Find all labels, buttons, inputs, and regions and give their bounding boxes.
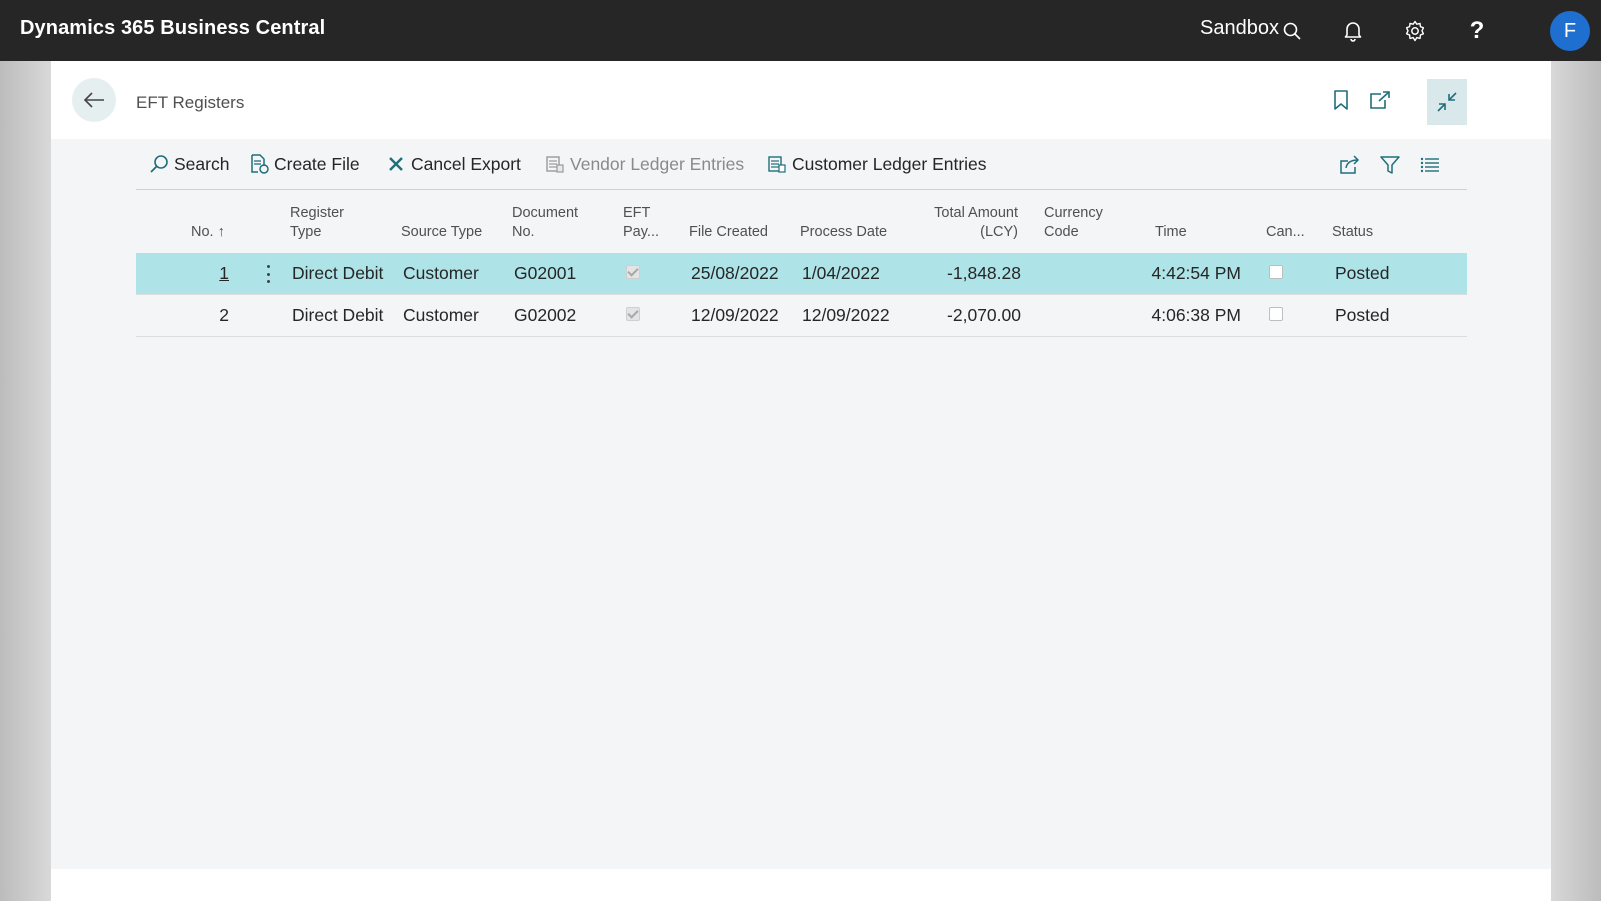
column-header-status[interactable]: Status	[1332, 224, 1374, 240]
cancelled-checkbox	[1269, 307, 1283, 321]
search-icon[interactable]	[1277, 16, 1307, 46]
cell-time: 4:42:54 PM	[1151, 263, 1242, 283]
header-line: Currency	[1044, 205, 1103, 221]
header-line: Code	[1044, 224, 1079, 240]
top-bar: Dynamics 365 Business Central Sandbox ? …	[0, 0, 1601, 61]
sort-ascending-icon: ↑	[217, 224, 225, 240]
environment-name: Sandbox	[1200, 17, 1279, 39]
search-icon	[148, 153, 170, 175]
eft-payment-checkbox	[626, 307, 640, 321]
customer-ledger-entries-label: Customer Ledger Entries	[792, 153, 987, 174]
list-view-icon[interactable]	[1416, 151, 1444, 179]
cell-status: Posted	[1335, 263, 1390, 283]
customer-ledger-entries-button[interactable]: Customer Ledger Entries	[766, 151, 987, 177]
cell-process-date: 12/09/2022	[802, 305, 890, 325]
cell-file-created: 25/08/2022	[691, 263, 779, 283]
cell-total-amount: -2,070.00	[947, 305, 1021, 325]
header-line: Total Amount	[934, 205, 1018, 221]
cell-document-no: G02002	[514, 305, 577, 325]
header-line: EFT	[623, 205, 651, 221]
column-header-no[interactable]: No. ↑	[191, 223, 225, 242]
column-header-total-amount[interactable]: Total Amount (LCY)	[906, 204, 1018, 242]
collapse-arrows-icon	[1437, 92, 1457, 112]
page-header: EFT Registers	[51, 61, 1551, 139]
create-file-label: Create File	[274, 153, 360, 174]
back-arrow-icon	[83, 92, 104, 108]
cancelled-checkbox	[1269, 265, 1283, 279]
open-new-window-icon[interactable]	[1366, 86, 1394, 114]
page-card: EFT Registers Search Create File	[51, 61, 1551, 869]
row-actions-ellipsis-icon[interactable]	[262, 263, 274, 285]
cell-status: Posted	[1335, 305, 1390, 325]
eft-payment-checkbox	[626, 265, 640, 279]
column-header-register-type[interactable]: Register Type	[290, 204, 344, 242]
cell-register-type: Direct Debit	[292, 305, 384, 325]
column-header-cancelled[interactable]: Can...	[1266, 224, 1305, 240]
header-line: Register	[290, 205, 344, 221]
cell-process-date: 1/04/2022	[802, 263, 880, 283]
table-row[interactable]: 2 Direct Debit Customer G02002 12/09/202…	[136, 295, 1467, 337]
search-label: Search	[174, 153, 230, 174]
user-avatar[interactable]: F	[1550, 11, 1590, 51]
cancel-export-label: Cancel Export	[411, 153, 521, 174]
header-line: No.	[512, 224, 535, 240]
header-line: Type	[290, 224, 322, 240]
column-header-process-date[interactable]: Process Date	[800, 224, 888, 240]
header-line: (LCY)	[980, 224, 1018, 240]
column-header-no-label: No.	[191, 224, 214, 240]
bookmark-icon[interactable]	[1327, 86, 1355, 114]
close-x-icon	[385, 153, 407, 175]
cell-file-created: 12/09/2022	[691, 305, 779, 325]
ledger-entries-icon	[766, 153, 788, 175]
cell-document-no: G02001	[514, 263, 577, 283]
column-header-currency-code[interactable]: Currency Code	[1044, 204, 1103, 242]
table-row[interactable]: 1 Direct Debit Customer G02001 25/08/202…	[136, 253, 1467, 295]
cell-time: 4:06:38 PM	[1151, 305, 1242, 325]
column-header-eft-payment[interactable]: EFT Pay...	[623, 204, 659, 242]
notification-bell-icon[interactable]	[1338, 16, 1368, 46]
collapse-button[interactable]	[1427, 79, 1467, 125]
cancel-export-button[interactable]: Cancel Export	[385, 151, 521, 177]
vendor-ledger-entries-label: Vendor Ledger Entries	[570, 153, 745, 174]
create-file-icon	[248, 153, 270, 175]
back-button[interactable]	[72, 78, 116, 122]
page-title: EFT Registers	[136, 93, 245, 112]
ledger-entries-icon	[544, 153, 566, 175]
header-line: Pay...	[623, 224, 659, 240]
app-title[interactable]: Dynamics 365 Business Central	[20, 17, 326, 39]
cell-no[interactable]: 2	[219, 305, 229, 325]
cell-source-type: Customer	[403, 263, 479, 283]
column-header-time[interactable]: Time	[1155, 224, 1187, 240]
create-file-button[interactable]: Create File	[248, 151, 360, 177]
filter-icon[interactable]	[1376, 151, 1404, 179]
column-header-document-no[interactable]: Document No.	[512, 204, 578, 242]
cell-no[interactable]: 1	[219, 263, 229, 283]
action-bar: Search Create File Cancel Export Vendor …	[136, 139, 1467, 190]
column-header-file-created[interactable]: File Created	[689, 224, 768, 240]
header-line: Document	[512, 205, 579, 221]
settings-gear-icon[interactable]	[1400, 16, 1430, 46]
cell-total-amount: -1,848.28	[947, 263, 1021, 283]
share-icon[interactable]	[1336, 151, 1364, 179]
cell-register-type: Direct Debit	[292, 263, 384, 283]
cell-source-type: Customer	[403, 305, 479, 325]
vendor-ledger-entries-button[interactable]: Vendor Ledger Entries	[544, 151, 744, 177]
help-question-icon[interactable]: ?	[1469, 17, 1485, 44]
page-footer-strip	[51, 869, 1551, 901]
column-header-source-type[interactable]: Source Type	[401, 224, 483, 240]
search-button[interactable]: Search	[148, 151, 229, 177]
